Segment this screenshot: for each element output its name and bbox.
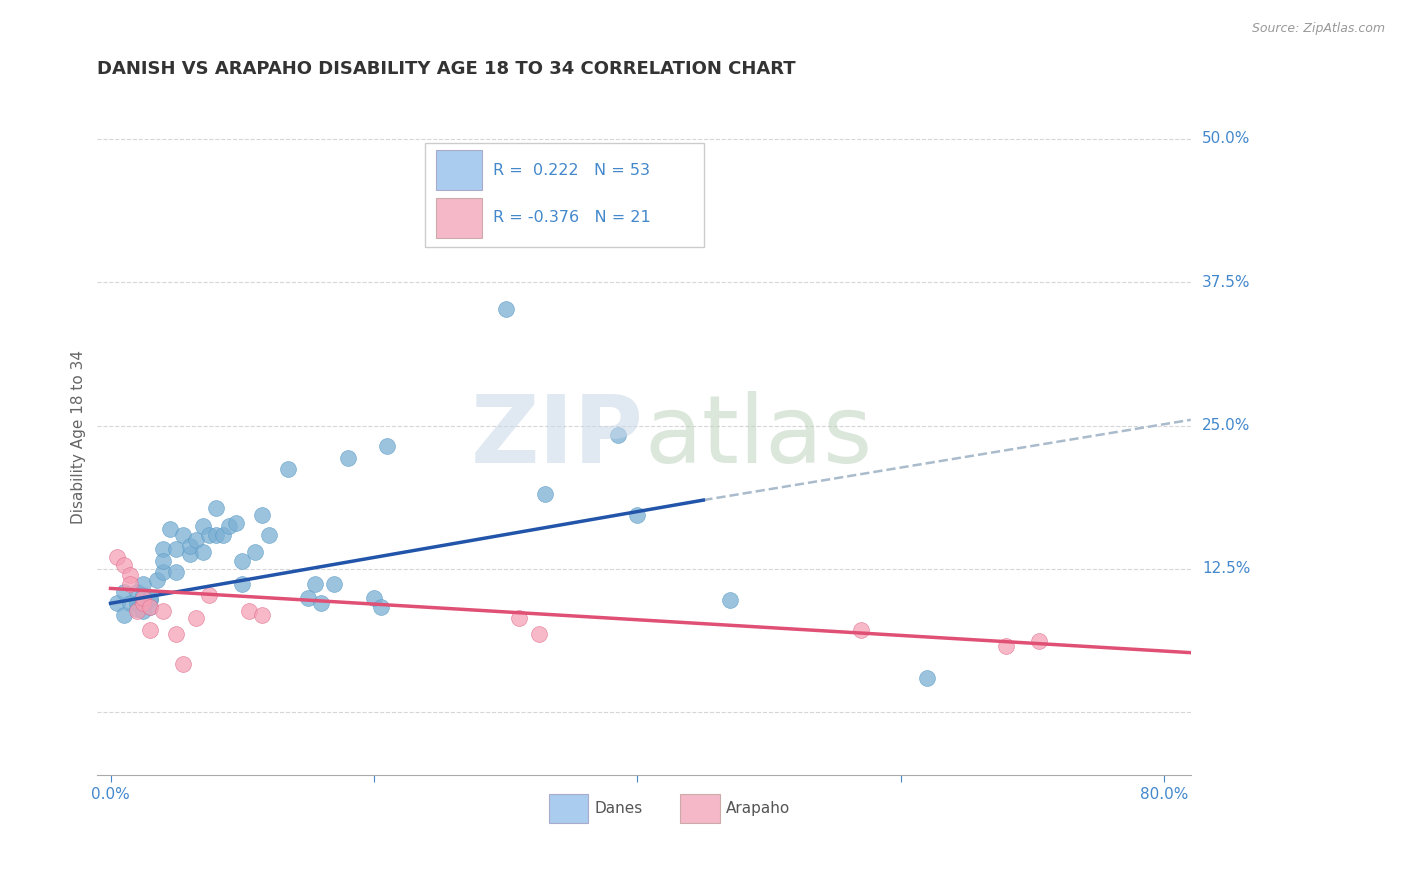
Point	[152, 554, 174, 568]
Point	[139, 623, 162, 637]
Text: R =  0.222   N = 53: R = 0.222 N = 53	[494, 163, 650, 178]
Point	[139, 593, 162, 607]
Point	[198, 527, 221, 541]
Point	[152, 542, 174, 557]
Point	[363, 591, 385, 605]
Point	[120, 596, 142, 610]
Point	[995, 639, 1018, 653]
Point	[152, 604, 174, 618]
FancyBboxPatch shape	[436, 198, 482, 237]
Point	[606, 427, 628, 442]
Point	[186, 533, 208, 548]
Point	[132, 596, 155, 610]
Point	[112, 585, 135, 599]
Point	[165, 627, 187, 641]
Point	[851, 623, 873, 637]
Point	[145, 574, 167, 588]
Text: R = -0.376   N = 21: R = -0.376 N = 21	[494, 211, 651, 226]
Point	[238, 604, 260, 618]
Text: 12.5%: 12.5%	[1202, 561, 1250, 576]
Point	[534, 487, 557, 501]
Text: DANISH VS ARAPAHO DISABILITY AGE 18 TO 34 CORRELATION CHART: DANISH VS ARAPAHO DISABILITY AGE 18 TO 3…	[97, 60, 796, 78]
Point	[165, 542, 187, 557]
Point	[105, 550, 128, 565]
Text: atlas: atlas	[644, 391, 872, 483]
Point	[527, 627, 550, 641]
Point	[172, 527, 194, 541]
Point	[132, 577, 155, 591]
Point	[132, 604, 155, 618]
Point	[336, 450, 359, 465]
Point	[186, 611, 208, 625]
Point	[179, 547, 201, 561]
Point	[105, 596, 128, 610]
Text: 37.5%: 37.5%	[1202, 275, 1250, 290]
Point	[304, 577, 326, 591]
Point	[218, 519, 240, 533]
Point	[191, 519, 214, 533]
Point	[211, 527, 233, 541]
Point	[120, 577, 142, 591]
Text: ZIP: ZIP	[471, 391, 644, 483]
Point	[257, 527, 280, 541]
Point	[311, 596, 333, 610]
Point	[172, 657, 194, 672]
Point	[245, 545, 267, 559]
FancyBboxPatch shape	[681, 795, 720, 822]
Point	[626, 508, 648, 522]
Point	[125, 602, 148, 616]
Point	[139, 599, 162, 614]
Point	[152, 566, 174, 580]
Text: 25.0%: 25.0%	[1202, 418, 1250, 433]
Point	[139, 599, 162, 614]
Point	[132, 591, 155, 605]
Point	[191, 545, 214, 559]
FancyBboxPatch shape	[548, 795, 588, 822]
Point	[231, 554, 253, 568]
Text: 50.0%: 50.0%	[1202, 131, 1250, 146]
Point	[125, 604, 148, 618]
FancyBboxPatch shape	[436, 151, 482, 190]
Point	[125, 585, 148, 599]
Point	[125, 596, 148, 610]
Point	[718, 593, 741, 607]
Point	[1028, 634, 1050, 648]
Point	[159, 522, 181, 536]
Point	[205, 501, 228, 516]
Point	[120, 567, 142, 582]
Point	[231, 577, 253, 591]
Point	[132, 588, 155, 602]
Text: Danes: Danes	[595, 801, 643, 816]
Point	[250, 508, 273, 522]
Point	[165, 566, 187, 580]
Point	[323, 577, 346, 591]
FancyBboxPatch shape	[426, 143, 704, 247]
Point	[198, 588, 221, 602]
Point	[277, 462, 299, 476]
Point	[225, 516, 247, 530]
Point	[139, 591, 162, 605]
Point	[112, 607, 135, 622]
Point	[112, 558, 135, 573]
Point	[250, 607, 273, 622]
Point	[495, 301, 517, 316]
Point	[456, 164, 478, 178]
Point	[508, 611, 530, 625]
Point	[179, 539, 201, 553]
Y-axis label: Disability Age 18 to 34: Disability Age 18 to 34	[72, 350, 86, 524]
Text: Source: ZipAtlas.com: Source: ZipAtlas.com	[1251, 22, 1385, 36]
Point	[370, 599, 392, 614]
Text: Arapaho: Arapaho	[725, 801, 790, 816]
Point	[297, 591, 319, 605]
Point	[917, 671, 939, 685]
Point	[375, 439, 398, 453]
Point	[205, 527, 228, 541]
